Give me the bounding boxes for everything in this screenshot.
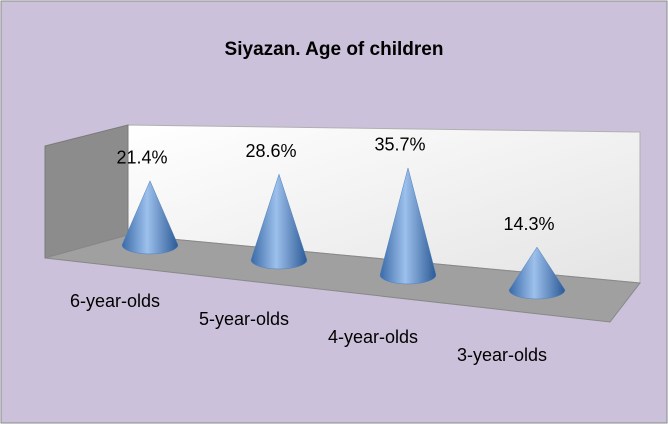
x-tick-label: 3-year-olds xyxy=(457,345,547,365)
data-label: 14.3% xyxy=(503,214,554,234)
x-tick-label: 4-year-olds xyxy=(328,327,418,347)
cone xyxy=(379,166,437,285)
x-tick-label: 6-year-olds xyxy=(70,291,160,311)
data-label: 35.7% xyxy=(374,135,425,155)
data-label: 28.6% xyxy=(245,141,296,161)
x-tick-label: 5-year-olds xyxy=(199,309,289,329)
cone xyxy=(121,180,179,255)
data-label: 21.4% xyxy=(116,148,167,168)
floor xyxy=(44,234,641,323)
cone xyxy=(250,173,308,270)
chart-title: Siyazan. Age of children xyxy=(225,39,444,60)
cone xyxy=(508,246,566,300)
